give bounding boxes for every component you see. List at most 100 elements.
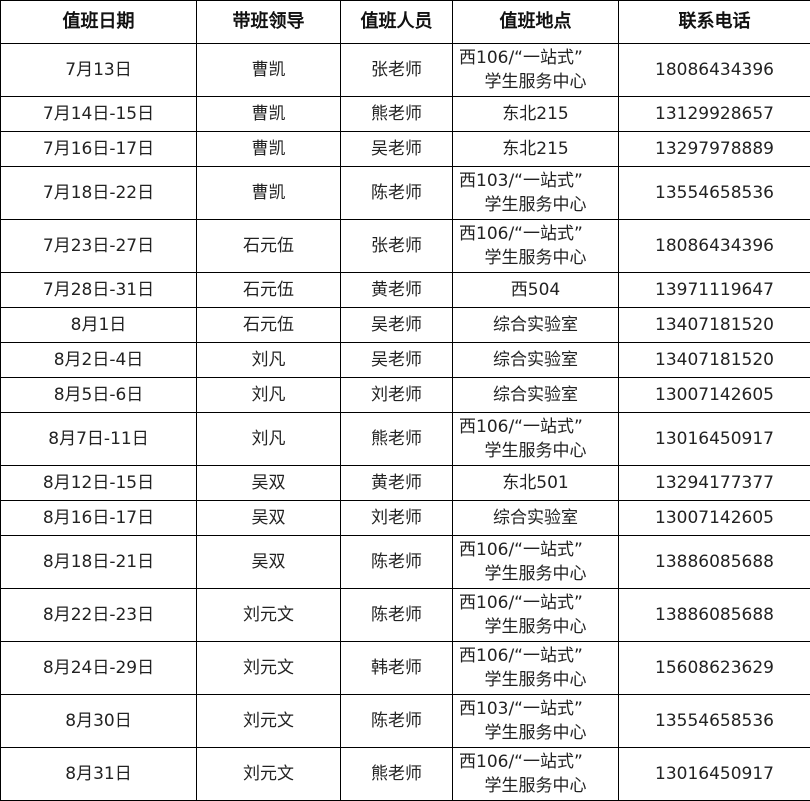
cell-leader: 石元伍 xyxy=(197,220,341,273)
cell-date: 8月16日-17日 xyxy=(1,501,197,536)
cell-location: 东北215 xyxy=(453,97,619,132)
location-line: 综合实验室 xyxy=(453,348,618,372)
location-line: 学生服务中心 xyxy=(453,615,618,639)
cell-phone: 13007142605 xyxy=(619,378,810,413)
location-line: 西106/“一站式” xyxy=(453,591,618,615)
cell-location: 综合实验室 xyxy=(453,343,619,378)
header-date: 值班日期 xyxy=(1,1,197,44)
cell-location: 东北501 xyxy=(453,466,619,501)
cell-staff: 陈老师 xyxy=(341,695,453,748)
cell-leader: 刘凡 xyxy=(197,413,341,466)
cell-date: 7月16日-17日 xyxy=(1,132,197,167)
location-line: 学生服务中心 xyxy=(453,439,618,463)
location-line: 学生服务中心 xyxy=(453,193,618,217)
cell-phone: 13886085688 xyxy=(619,536,810,589)
cell-date: 7月18日-22日 xyxy=(1,167,197,220)
cell-location: 西106/“一站式”学生服务中心 xyxy=(453,220,619,273)
cell-location: 西106/“一站式”学生服务中心 xyxy=(453,44,619,97)
cell-phone: 18086434396 xyxy=(619,44,810,97)
cell-phone: 13971119647 xyxy=(619,273,810,308)
cell-phone: 18086434396 xyxy=(619,220,810,273)
cell-phone: 15608623629 xyxy=(619,642,810,695)
location-line: 西106/“一站式” xyxy=(453,538,618,562)
cell-date: 8月2日-4日 xyxy=(1,343,197,378)
location-line: 西106/“一站式” xyxy=(453,750,618,774)
cell-phone: 13016450917 xyxy=(619,748,810,801)
cell-location: 西504 xyxy=(453,273,619,308)
cell-staff: 吴老师 xyxy=(341,308,453,343)
cell-staff: 张老师 xyxy=(341,44,453,97)
cell-leader: 刘元文 xyxy=(197,589,341,642)
cell-date: 7月28日-31日 xyxy=(1,273,197,308)
cell-leader: 吴双 xyxy=(197,501,341,536)
cell-location: 综合实验室 xyxy=(453,308,619,343)
location-line: 西103/“一站式” xyxy=(453,697,618,721)
cell-leader: 曹凯 xyxy=(197,44,341,97)
cell-staff: 吴老师 xyxy=(341,343,453,378)
header-row: 值班日期 带班领导 值班人员 值班地点 联系电话 xyxy=(1,1,810,44)
location-line: 西106/“一站式” xyxy=(453,46,618,70)
cell-leader: 曹凯 xyxy=(197,132,341,167)
cell-leader: 刘凡 xyxy=(197,343,341,378)
cell-staff: 韩老师 xyxy=(341,642,453,695)
cell-leader: 刘元文 xyxy=(197,642,341,695)
location-line: 西504 xyxy=(453,278,618,302)
cell-date: 7月23日-27日 xyxy=(1,220,197,273)
location-line: 学生服务中心 xyxy=(453,668,618,692)
cell-location: 西103/“一站式”学生服务中心 xyxy=(453,695,619,748)
cell-staff: 熊老师 xyxy=(341,97,453,132)
header-phone: 联系电话 xyxy=(619,1,810,44)
location-line: 学生服务中心 xyxy=(453,246,618,270)
location-line: 东北501 xyxy=(453,471,618,495)
cell-location: 西106/“一站式”学生服务中心 xyxy=(453,536,619,589)
cell-phone: 13886085688 xyxy=(619,589,810,642)
cell-staff: 黄老师 xyxy=(341,273,453,308)
location-line: 东北215 xyxy=(453,102,618,126)
cell-staff: 吴老师 xyxy=(341,132,453,167)
cell-phone: 13407181520 xyxy=(619,343,810,378)
cell-date: 7月14日-15日 xyxy=(1,97,197,132)
header-location: 值班地点 xyxy=(453,1,619,44)
cell-staff: 熊老师 xyxy=(341,748,453,801)
location-line: 学生服务中心 xyxy=(453,774,618,798)
cell-phone: 13554658536 xyxy=(619,167,810,220)
cell-staff: 陈老师 xyxy=(341,536,453,589)
cell-location: 西106/“一站式”学生服务中心 xyxy=(453,748,619,801)
cell-staff: 陈老师 xyxy=(341,589,453,642)
cell-leader: 曹凯 xyxy=(197,167,341,220)
cell-phone: 13294177377 xyxy=(619,466,810,501)
cell-location: 综合实验室 xyxy=(453,501,619,536)
cell-leader: 刘元文 xyxy=(197,695,341,748)
cell-leader: 刘凡 xyxy=(197,378,341,413)
header-leader: 带班领导 xyxy=(197,1,341,44)
cell-location: 东北215 xyxy=(453,132,619,167)
location-line: 学生服务中心 xyxy=(453,721,618,745)
cell-phone: 13297978889 xyxy=(619,132,810,167)
cell-location: 西106/“一站式”学生服务中心 xyxy=(453,589,619,642)
header-staff: 值班人员 xyxy=(341,1,453,44)
cell-leader: 曹凯 xyxy=(197,97,341,132)
cell-leader: 石元伍 xyxy=(197,273,341,308)
location-line: 综合实验室 xyxy=(453,313,618,337)
cell-date: 8月7日-11日 xyxy=(1,413,197,466)
location-line: 综合实验室 xyxy=(453,506,618,530)
cell-staff: 熊老师 xyxy=(341,413,453,466)
cell-leader: 吴双 xyxy=(197,466,341,501)
location-line: 西106/“一站式” xyxy=(453,222,618,246)
cell-location: 西106/“一站式”学生服务中心 xyxy=(453,642,619,695)
cell-date: 8月24日-29日 xyxy=(1,642,197,695)
cell-date: 8月5日-6日 xyxy=(1,378,197,413)
cell-leader: 刘元文 xyxy=(197,748,341,801)
cell-phone: 13407181520 xyxy=(619,308,810,343)
